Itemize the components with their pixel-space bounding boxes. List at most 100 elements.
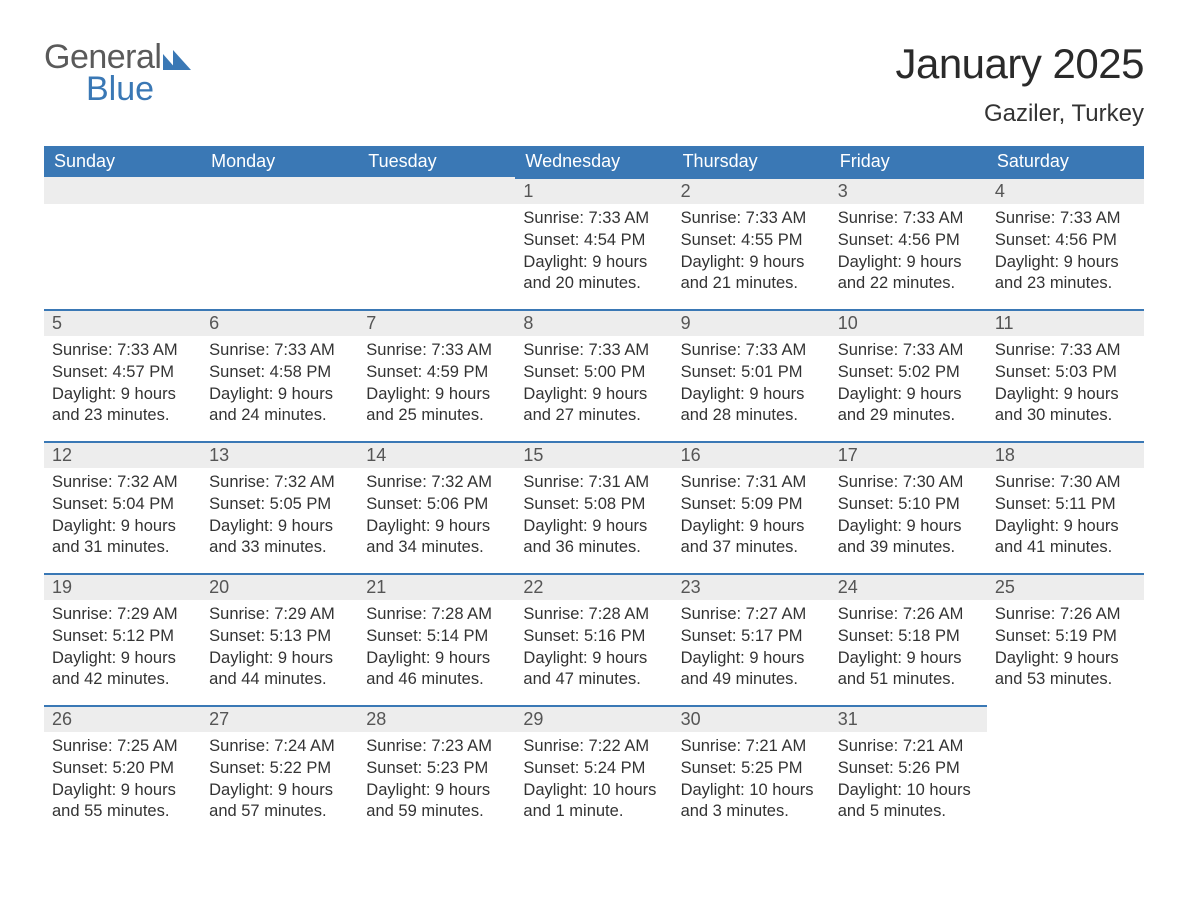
calendar-cell: 23Sunrise: 7:27 AMSunset: 5:17 PMDayligh… xyxy=(673,573,830,705)
calendar-cell: 10Sunrise: 7:33 AMSunset: 5:02 PMDayligh… xyxy=(830,309,987,441)
calendar-cell: 14Sunrise: 7:32 AMSunset: 5:06 PMDayligh… xyxy=(358,441,515,573)
day-number: 11 xyxy=(987,309,1144,336)
sunrise-line: Sunrise: 7:26 AM xyxy=(838,604,979,626)
calendar-cell: 31Sunrise: 7:21 AMSunset: 5:26 PMDayligh… xyxy=(830,705,987,837)
day-number: 1 xyxy=(515,177,672,204)
day-number: 15 xyxy=(515,441,672,468)
daylight-line: Daylight: 9 hours and 41 minutes. xyxy=(995,516,1136,560)
sunrise-line: Sunrise: 7:27 AM xyxy=(681,604,822,626)
sunset-line: Sunset: 5:14 PM xyxy=(366,626,507,648)
day-details: Sunrise: 7:29 AMSunset: 5:13 PMDaylight:… xyxy=(201,600,358,691)
day-number: 13 xyxy=(201,441,358,468)
day-number: 17 xyxy=(830,441,987,468)
logo-word2: Blue xyxy=(86,72,191,106)
sunset-line: Sunset: 5:17 PM xyxy=(681,626,822,648)
sunrise-line: Sunrise: 7:33 AM xyxy=(523,208,664,230)
sunrise-line: Sunrise: 7:21 AM xyxy=(681,736,822,758)
sunrise-line: Sunrise: 7:33 AM xyxy=(681,340,822,362)
calendar-cell: 8Sunrise: 7:33 AMSunset: 5:00 PMDaylight… xyxy=(515,309,672,441)
sunrise-line: Sunrise: 7:33 AM xyxy=(209,340,350,362)
calendar-cell: 6Sunrise: 7:33 AMSunset: 4:58 PMDaylight… xyxy=(201,309,358,441)
sunrise-line: Sunrise: 7:28 AM xyxy=(523,604,664,626)
calendar-cell: 24Sunrise: 7:26 AMSunset: 5:18 PMDayligh… xyxy=(830,573,987,705)
daylight-line: Daylight: 9 hours and 31 minutes. xyxy=(52,516,193,560)
calendar-cell: 18 Sunrise: 7:30 AMSunset: 5:11 PMDayligh… xyxy=(987,441,1144,573)
daylight-line: Daylight: 9 hours and 39 minutes. xyxy=(838,516,979,560)
day-details: Sunrise: 7:33 AMSunset: 4:59 PMDaylight:… xyxy=(358,336,515,427)
day-details: Sunrise: 7:33 AMSunset: 4:57 PMDaylight:… xyxy=(44,336,201,427)
empty-day-strip xyxy=(44,177,201,204)
daylight-line: Daylight: 9 hours and 55 minutes. xyxy=(52,780,193,824)
weekday-header: Wednesday xyxy=(515,146,672,177)
sunset-line: Sunset: 5:11 PM xyxy=(995,494,1136,516)
calendar-cell: 4Sunrise: 7:33 AMSunset: 4:56 PMDaylight… xyxy=(987,177,1144,309)
day-number: 22 xyxy=(515,573,672,600)
daylight-line: Daylight: 10 hours and 5 minutes. xyxy=(838,780,979,824)
daylight-line: Daylight: 9 hours and 59 minutes. xyxy=(366,780,507,824)
sunrise-line: Sunrise: 7:33 AM xyxy=(52,340,193,362)
day-details: Sunrise: 7:32 AMSunset: 5:04 PMDaylight:… xyxy=(44,468,201,559)
day-details: Sunrise: 7:30 AMSunset: 5:10 PMDaylight:… xyxy=(830,468,987,559)
calendar-cell: 1Sunrise: 7:33 AMSunset: 4:54 PMDaylight… xyxy=(515,177,672,309)
day-details: Sunrise: 7:28 AMSunset: 5:14 PMDaylight:… xyxy=(358,600,515,691)
daylight-line: Daylight: 9 hours and 20 minutes. xyxy=(523,252,664,296)
day-number: 10 xyxy=(830,309,987,336)
daylight-line: Daylight: 10 hours and 3 minutes. xyxy=(681,780,822,824)
day-details: Sunrise: 7:33 AMSunset: 4:55 PMDaylight:… xyxy=(673,204,830,295)
sunset-line: Sunset: 5:10 PM xyxy=(838,494,979,516)
day-details: Sunrise: 7:33 AMSunset: 4:56 PMDaylight:… xyxy=(987,204,1144,295)
sunset-line: Sunset: 5:05 PM xyxy=(209,494,350,516)
daylight-line: Daylight: 9 hours and 33 minutes. xyxy=(209,516,350,560)
day-details: Sunrise: 7:33 AMSunset: 5:03 PMDaylight:… xyxy=(987,336,1144,427)
daylight-line: Daylight: 9 hours and 42 minutes. xyxy=(52,648,193,692)
day-number: 14 xyxy=(358,441,515,468)
sunrise-line: Sunrise: 7:29 AM xyxy=(209,604,350,626)
sunset-line: Sunset: 5:23 PM xyxy=(366,758,507,780)
daylight-line: Daylight: 9 hours and 47 minutes. xyxy=(523,648,664,692)
calendar-cell xyxy=(44,177,201,309)
sunrise-line: Sunrise: 7:33 AM xyxy=(681,208,822,230)
sunrise-line: Sunrise: 7:32 AM xyxy=(52,472,193,494)
day-number: 21 xyxy=(358,573,515,600)
calendar-cell: 11Sunrise: 7:33 AMSunset: 5:03 PMDayligh… xyxy=(987,309,1144,441)
day-number: 6 xyxy=(201,309,358,336)
day-details: Sunrise: 7:24 AMSunset: 5:22 PMDaylight:… xyxy=(201,732,358,823)
sunrise-line: Sunrise: 7:33 AM xyxy=(366,340,507,362)
sunset-line: Sunset: 4:57 PM xyxy=(52,362,193,384)
day-number: 30 xyxy=(673,705,830,732)
calendar-cell: 16Sunrise: 7:31 AMSunset: 5:09 PMDayligh… xyxy=(673,441,830,573)
day-number: 20 xyxy=(201,573,358,600)
daylight-line: Daylight: 9 hours and 37 minutes. xyxy=(681,516,822,560)
sunrise-line: Sunrise: 7:33 AM xyxy=(995,340,1136,362)
sunset-line: Sunset: 5:04 PM xyxy=(52,494,193,516)
day-number: 3 xyxy=(830,177,987,204)
daylight-line: Daylight: 9 hours and 51 minutes. xyxy=(838,648,979,692)
sunrise-line: Sunrise: 7:33 AM xyxy=(838,340,979,362)
sunset-line: Sunset: 4:58 PM xyxy=(209,362,350,384)
day-number: 25 xyxy=(987,573,1144,600)
calendar-cell: 28Sunrise: 7:23 AMSunset: 5:23 PMDayligh… xyxy=(358,705,515,837)
day-details: Sunrise: 7:28 AMSunset: 5:16 PMDaylight:… xyxy=(515,600,672,691)
sunrise-line: Sunrise: 7:31 AM xyxy=(523,472,664,494)
day-number: 29 xyxy=(515,705,672,732)
daylight-line: Daylight: 9 hours and 23 minutes. xyxy=(52,384,193,428)
sunset-line: Sunset: 5:26 PM xyxy=(838,758,979,780)
sunrise-line: Sunrise: 7:33 AM xyxy=(838,208,979,230)
calendar-cell: 7Sunrise: 7:33 AMSunset: 4:59 PMDaylight… xyxy=(358,309,515,441)
sunrise-line: Sunrise: 7:29 AM xyxy=(52,604,193,626)
day-number: 26 xyxy=(44,705,201,732)
daylight-line: Daylight: 9 hours and 30 minutes. xyxy=(995,384,1136,428)
day-number: 4 xyxy=(987,177,1144,204)
day-number: 31 xyxy=(830,705,987,732)
day-number: 18 xyxy=(987,441,1144,468)
daylight-line: Daylight: 9 hours and 25 minutes. xyxy=(366,384,507,428)
weekday-header: Sunday xyxy=(44,146,201,177)
day-details: Sunrise: 7:26 AMSunset: 5:18 PMDaylight:… xyxy=(830,600,987,691)
logo: General Blue xyxy=(44,40,191,106)
sunrise-line: Sunrise: 7:30 AM xyxy=(995,472,1136,494)
daylight-line: Daylight: 9 hours and 23 minutes. xyxy=(995,252,1136,296)
sunrise-line: Sunrise: 7:22 AM xyxy=(523,736,664,758)
daylight-line: Daylight: 9 hours and 21 minutes. xyxy=(681,252,822,296)
day-details: Sunrise: 7:33 AMSunset: 4:58 PMDaylight:… xyxy=(201,336,358,427)
daylight-line: Daylight: 9 hours and 27 minutes. xyxy=(523,384,664,428)
